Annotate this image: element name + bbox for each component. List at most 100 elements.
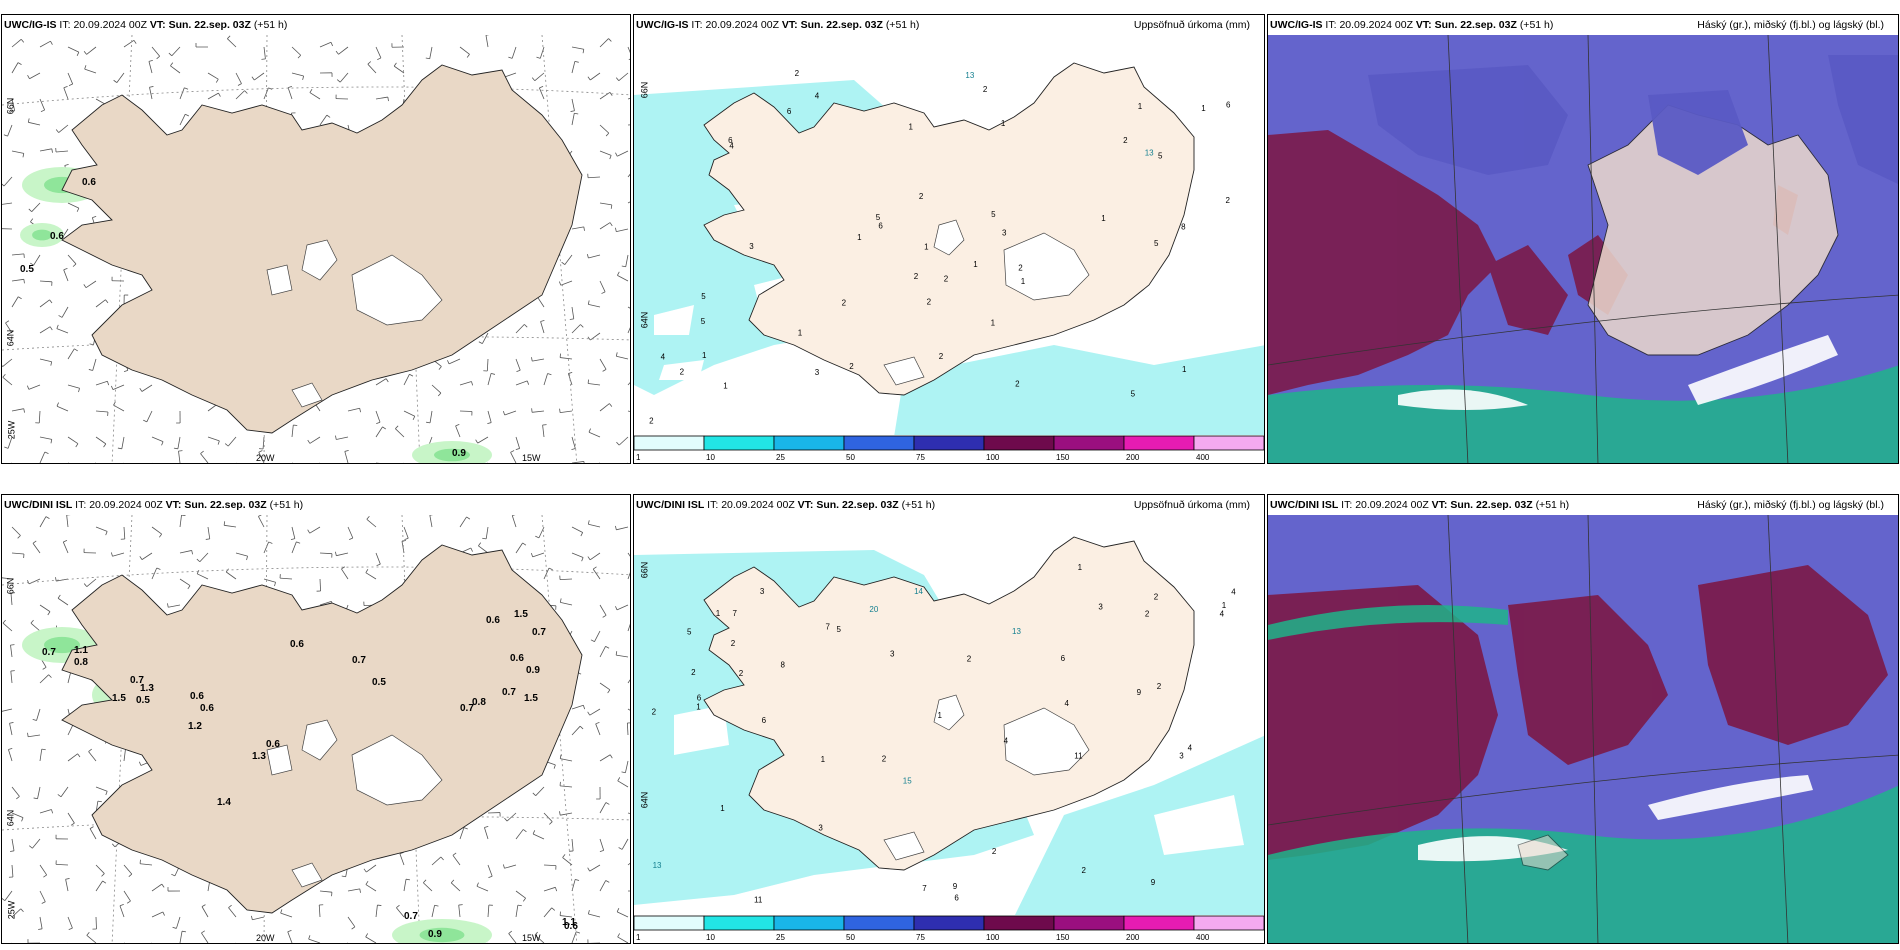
panel-header: UWC/IG-IS IT: 20.09.2024 00Z VT: Sun. 22… xyxy=(634,15,1264,35)
wind-barb xyxy=(426,410,433,424)
init-time: 20.09.2024 00Z xyxy=(1339,19,1413,31)
wind-barb xyxy=(431,904,439,918)
lead-time: (+51 h) xyxy=(901,499,936,511)
wind-barb xyxy=(10,838,15,852)
model-name: UWC/IG-IS xyxy=(1270,19,1323,31)
wind-barb xyxy=(27,578,41,585)
wind-barb xyxy=(251,915,265,921)
it-label: IT: xyxy=(1325,19,1337,31)
wind-barb xyxy=(179,578,191,590)
wind-barb xyxy=(4,436,13,449)
wind-barb xyxy=(58,306,69,318)
wind-barb xyxy=(571,46,585,54)
wind-barb xyxy=(561,254,573,265)
colorbar-swatch xyxy=(1123,435,1195,451)
precip-value-label: 1 xyxy=(1182,365,1187,374)
wind-barb xyxy=(396,904,405,918)
wind-barb xyxy=(32,708,41,721)
precip-value-label: 2 xyxy=(795,69,800,78)
wind-barb xyxy=(120,526,126,540)
wind-barb xyxy=(592,566,601,580)
wind-barb xyxy=(511,515,517,528)
colorbar-tick-label: 75 xyxy=(916,933,925,942)
wind-barb xyxy=(562,854,573,866)
precip-value-label: 13 xyxy=(1012,627,1021,636)
wind-barb xyxy=(478,332,489,344)
wind-barb xyxy=(29,838,41,849)
colorbar-swatches: 1 10 25 50 75 100 150 200 400 xyxy=(634,915,1264,942)
colorbar-tick-label: 25 xyxy=(776,933,785,942)
wind-barb xyxy=(487,904,493,918)
colorbar-swatch xyxy=(773,435,845,451)
precip-value-label: 0.8 xyxy=(472,697,486,708)
wind-barb xyxy=(570,98,575,112)
wind-barb xyxy=(515,380,530,386)
panel-title: Háský (gr.), miðský (fj.bl.) og lágský (… xyxy=(1697,19,1884,31)
wind-barb xyxy=(535,526,545,539)
lat-label-66n: 66N xyxy=(5,577,16,595)
colorbar-swatch xyxy=(1123,915,1195,931)
precip-value-label: 4 xyxy=(729,142,734,151)
wind-barb xyxy=(11,62,22,74)
wind-barb xyxy=(532,830,545,840)
wind-barb xyxy=(571,436,576,451)
wind-barb xyxy=(510,450,517,463)
wind-barb xyxy=(487,812,501,817)
wind-barb xyxy=(586,254,601,259)
wind-barb xyxy=(375,378,389,386)
precip-value-label: 5 xyxy=(991,210,996,219)
precip-value-label: 2 xyxy=(1157,682,1162,691)
wind-barb xyxy=(291,424,298,438)
wind-barb xyxy=(627,201,630,204)
wind-barb xyxy=(26,384,41,390)
precip-value-label: 3 xyxy=(1002,228,1007,237)
wind-barb xyxy=(627,552,630,557)
wind-barb xyxy=(27,118,41,126)
wind-barb xyxy=(487,462,488,463)
precip-value-label: 2 xyxy=(849,362,854,371)
precip-value-label: 4 xyxy=(1220,610,1225,619)
wind-barb xyxy=(57,594,69,606)
wind-barb xyxy=(5,320,13,334)
wind-barb xyxy=(626,722,630,736)
wind-barb xyxy=(67,202,80,212)
wind-barb xyxy=(319,72,333,77)
precip-value-label: 20 xyxy=(869,605,878,614)
wind-barb xyxy=(432,462,433,463)
precip-value-label: 0.7 xyxy=(502,687,516,698)
wind-barb xyxy=(9,722,14,736)
precip-shade xyxy=(32,229,52,241)
wind-barb xyxy=(569,306,575,320)
panel-header: UWC/IG-IS IT: 20.09.2024 00Z VT: Sun. 22… xyxy=(1268,15,1898,35)
precip-value-label: 8 xyxy=(781,661,786,670)
wind-barb xyxy=(483,358,489,372)
wind-barb xyxy=(627,124,630,126)
wind-barb xyxy=(627,890,630,892)
colorbar-tick-label: 150 xyxy=(1056,933,1070,942)
precip-value-label: 2 xyxy=(1082,866,1087,875)
precip-value-label: 1 xyxy=(821,755,826,764)
wind-barb xyxy=(38,916,43,930)
wind-barb xyxy=(595,721,601,736)
valid-time: Sun. 22.sep. 03Z xyxy=(816,499,899,511)
wind-barb xyxy=(179,930,187,943)
wind-barb xyxy=(67,942,68,943)
panel-header: UWC/IG-IS IT: 20.09.2024 00Z VT: Sun. 22… xyxy=(2,15,630,35)
wind-barb xyxy=(67,254,77,267)
precip-value-label: 1 xyxy=(720,804,725,813)
precip-value-label: 1.1 xyxy=(562,917,576,928)
wind-barb xyxy=(484,825,489,840)
vt-label: VT: xyxy=(165,499,182,511)
wind-barb xyxy=(559,911,573,918)
wind-barb xyxy=(83,578,97,587)
wind-barb xyxy=(539,86,545,100)
wind-barb xyxy=(335,94,349,100)
precip-value-label: 11 xyxy=(1074,751,1083,760)
wind-barb xyxy=(615,227,629,233)
wind-barb xyxy=(615,651,629,658)
wind-barb xyxy=(599,222,613,230)
precip-value-label: 4 xyxy=(1065,699,1070,708)
precip-value-label: 1.1 xyxy=(74,645,88,656)
wind-barb xyxy=(2,202,13,205)
